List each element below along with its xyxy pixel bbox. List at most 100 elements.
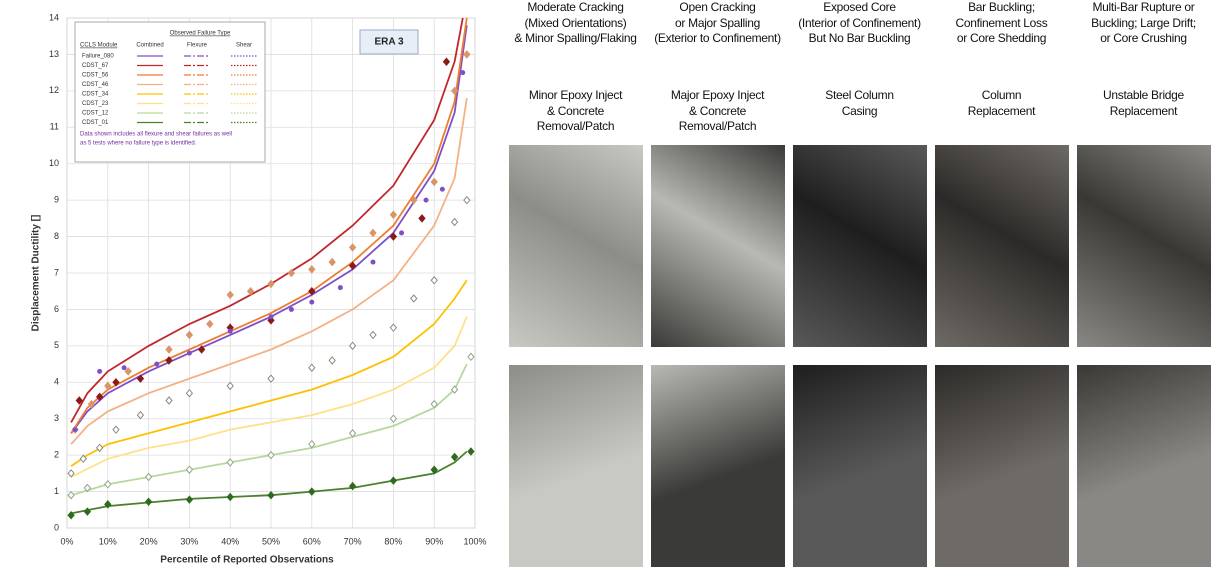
description: Exposed Core(Interior of Confinement)But…	[789, 0, 930, 47]
point	[187, 351, 191, 355]
repair-line: Casing	[789, 104, 930, 120]
x-tick-label: 10%	[99, 536, 117, 546]
y-tick-label: 10	[49, 158, 59, 168]
note: Data shown includes all flexure and shea…	[80, 132, 232, 138]
legend-label: Failure_080	[82, 54, 114, 60]
photo	[1077, 145, 1211, 347]
photo	[793, 365, 927, 567]
photo	[935, 145, 1069, 347]
point	[73, 428, 77, 432]
legend-label: CDST_01	[82, 120, 109, 126]
point	[440, 187, 444, 191]
photo	[935, 365, 1069, 567]
point	[228, 329, 232, 333]
repair-line: & Concrete	[647, 104, 788, 120]
photo	[509, 365, 643, 567]
legend-title: Observed Failure Type	[170, 31, 231, 37]
photo	[651, 365, 785, 567]
point	[400, 231, 404, 235]
legend-column-header: Combined	[136, 43, 163, 49]
repair: Steel ColumnCasing	[789, 88, 930, 119]
x-tick-label: 50%	[262, 536, 280, 546]
x-axis-title: Percentile of Reported Observations	[160, 555, 334, 566]
y-tick-label: 3	[54, 413, 59, 423]
description-line: Bar Buckling;	[931, 0, 1072, 16]
repair-line: Replacement	[1073, 104, 1212, 120]
legend-column-header: Flexure	[187, 43, 208, 49]
note: as 5 tests where no failure type is iden…	[80, 141, 197, 147]
description-line: Open Cracking	[647, 0, 788, 16]
y-tick-label: 9	[54, 195, 59, 205]
photo	[1077, 365, 1211, 567]
legend-label: CDST_34	[82, 92, 109, 98]
repair-line: Column	[931, 88, 1072, 104]
y-axis-title: Displacement Ductility []	[31, 215, 42, 332]
photo	[793, 145, 927, 347]
legend-column-header: Shear	[236, 43, 252, 49]
repair-line: Minor Epoxy Inject	[505, 88, 646, 104]
annotation: ERA 3	[374, 37, 404, 48]
description-line: Multi-Bar Rupture or	[1073, 0, 1212, 16]
repair-line: Replacement	[931, 104, 1072, 120]
description-line: Buckling; Large Drift;	[1073, 16, 1212, 32]
y-tick-label: 2	[54, 450, 59, 460]
legend-label: CDST_56	[82, 73, 109, 79]
legend-label: CDST_23	[82, 101, 109, 107]
point	[122, 366, 126, 370]
repair-line: Unstable Bridge	[1073, 88, 1212, 104]
legend-label: CDST_46	[82, 82, 109, 88]
y-tick-label: 8	[54, 231, 59, 241]
description-line: Moderate Cracking	[505, 0, 646, 16]
repair-line: Major Epoxy Inject	[647, 88, 788, 104]
point	[269, 315, 273, 319]
point	[371, 260, 375, 264]
description-line: (Interior of Confinement)	[789, 16, 930, 32]
x-tick-label: 80%	[384, 536, 402, 546]
description-line: or Core Crushing	[1073, 31, 1212, 47]
legend-label: CDST_67	[82, 63, 109, 69]
x-tick-label: 70%	[344, 536, 362, 546]
point	[98, 369, 102, 373]
repair-line: Removal/Patch	[647, 119, 788, 135]
x-tick-label: 90%	[425, 536, 443, 546]
y-tick-label: 11	[50, 122, 59, 132]
description: Moderate Cracking(Mixed Orientations)& M…	[505, 0, 646, 47]
photo	[509, 145, 643, 347]
description-line: or Major Spalling	[647, 16, 788, 32]
point	[155, 362, 159, 366]
description-line: But No Bar Buckling	[789, 31, 930, 47]
y-tick-label: 5	[54, 340, 59, 350]
description-line: Confinement Loss	[931, 16, 1072, 32]
point	[338, 286, 342, 290]
x-tick-label: 60%	[303, 536, 321, 546]
x-tick-label: 30%	[180, 536, 198, 546]
description: Multi-Bar Rupture orBuckling; Large Drif…	[1073, 0, 1212, 47]
repair-line: Steel Column	[789, 88, 930, 104]
y-tick-label: 4	[54, 377, 59, 387]
description-line: Exposed Core	[789, 0, 930, 16]
description-line: or Core Shedding	[931, 31, 1072, 47]
x-tick-label: 100%	[463, 536, 486, 546]
description-line: & Minor Spalling/Flaking	[505, 31, 646, 47]
y-tick-label: 14	[49, 12, 59, 22]
repair-line: Removal/Patch	[505, 119, 646, 135]
point	[424, 198, 428, 202]
x-tick-label: 40%	[221, 536, 239, 546]
chart: Percentile of Reported Observations Disp…	[0, 0, 495, 567]
x-tick-label: 20%	[140, 536, 158, 546]
y-tick-label: 6	[54, 304, 59, 314]
legend-module-header: CCLS Module	[80, 43, 118, 49]
page: Percentile of Reported Observations Disp…	[0, 0, 1212, 567]
repair: Unstable BridgeReplacement	[1073, 88, 1212, 119]
point	[289, 307, 293, 311]
y-tick-label: 1	[54, 486, 59, 496]
description-line: (Exterior to Confinement)	[647, 31, 788, 47]
y-tick-label: 13	[49, 49, 59, 59]
point	[461, 71, 465, 75]
legend-label: CDST_12	[82, 111, 109, 117]
y-tick-label: 7	[54, 267, 59, 277]
